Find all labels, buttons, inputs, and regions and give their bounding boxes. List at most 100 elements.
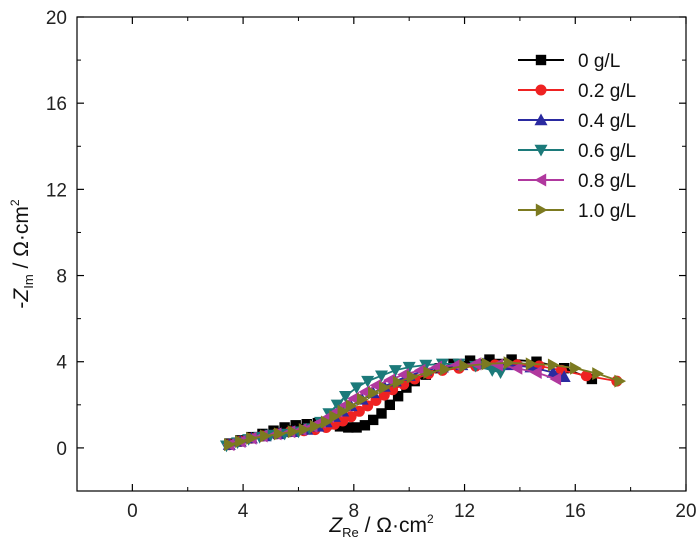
data-point	[343, 422, 354, 433]
data-point	[406, 370, 419, 384]
data-point	[375, 370, 388, 383]
data-point	[419, 359, 433, 372]
legend-marker	[535, 203, 548, 217]
data-point	[329, 410, 341, 424]
plot-frame	[76, 16, 687, 492]
data-point	[353, 405, 365, 417]
x-axis-title-var: Z	[328, 514, 343, 537]
x-tick-label: 4	[238, 501, 249, 522]
data-point	[246, 431, 258, 445]
data-point	[530, 366, 542, 379]
data-point	[614, 374, 627, 388]
y-axis-title: -ZIm / Ω·cm2	[8, 199, 36, 308]
data-point	[356, 392, 369, 406]
data-point	[287, 425, 300, 439]
legend-marker	[534, 173, 547, 187]
data-point	[423, 366, 436, 379]
legend-item: 0 g/L	[518, 51, 620, 72]
data-point	[359, 420, 371, 431]
data-point	[260, 429, 272, 443]
legend-marker	[534, 113, 548, 126]
y-tick-label: 16	[46, 94, 67, 115]
data-point	[358, 385, 371, 399]
data-point	[235, 434, 247, 448]
data-point	[449, 358, 462, 372]
data-point	[384, 399, 396, 411]
data-point	[469, 357, 481, 371]
x-axis-title: ZRe / Ω·cm2	[328, 512, 434, 540]
data-point	[345, 399, 358, 413]
y-tick-label: 8	[56, 267, 67, 288]
data-point	[376, 408, 387, 419]
plot-area-border	[76, 16, 687, 492]
data-point	[345, 411, 357, 423]
data-point	[481, 357, 494, 371]
data-point	[547, 358, 560, 372]
data-point	[339, 391, 353, 403]
x-tick-label: 16	[565, 501, 586, 522]
legend-label: 0.4 g/L	[578, 111, 636, 132]
data-point	[334, 421, 346, 432]
data-point	[491, 358, 503, 372]
series-5	[224, 356, 627, 452]
data-point	[506, 354, 517, 365]
data-point	[351, 422, 362, 433]
legend-label: 0.6 g/L	[578, 141, 636, 162]
data-point	[367, 414, 379, 426]
data-point	[510, 361, 523, 375]
data-point	[298, 423, 311, 437]
legend-marker	[534, 144, 548, 157]
data-point	[347, 391, 360, 405]
legend-item: 0.4 g/L	[518, 111, 636, 132]
data-point	[224, 438, 236, 452]
data-point	[369, 378, 382, 392]
data-point	[592, 367, 604, 381]
data-point	[392, 391, 404, 402]
data-point	[392, 375, 405, 389]
legend-item: 0.6 g/L	[518, 141, 636, 162]
data-point	[309, 419, 322, 433]
data-point	[570, 361, 582, 375]
ticks-layer: 0 4 8 12 16 20 0 4 8 12 16 20	[46, 8, 697, 522]
data-point	[494, 367, 508, 379]
x-tick-label: 20	[675, 501, 696, 522]
data-point	[337, 404, 350, 418]
legend-label: 1.0 g/L	[578, 201, 636, 222]
y-tick-label: 0	[56, 439, 67, 460]
y-tick-label: 12	[46, 180, 67, 201]
y-tick-label: 20	[46, 8, 67, 29]
legend-marker	[535, 54, 547, 66]
data-point	[586, 373, 598, 385]
data-point	[464, 355, 476, 366]
data-point	[367, 386, 380, 400]
legend-item: 0.2 g/L	[518, 81, 636, 102]
x-tick-label: 0	[127, 501, 138, 522]
data-point	[388, 365, 402, 377]
legend-marker	[535, 84, 547, 96]
data-point	[379, 381, 391, 395]
data-point	[439, 362, 452, 376]
data-point	[273, 427, 286, 441]
x-axis-title-sub: Re	[342, 525, 359, 540]
y-tick-label: 4	[56, 353, 67, 374]
data-point	[484, 354, 495, 365]
data-point	[279, 422, 290, 433]
data-point	[525, 357, 538, 371]
y-axis-title-sub: Im	[21, 274, 36, 288]
legend-label: 0.2 g/L	[578, 81, 636, 102]
y-axis-title-var: Z	[10, 288, 33, 303]
data-point	[337, 415, 349, 427]
series-layer	[219, 354, 627, 453]
data-point	[383, 373, 396, 387]
data-point	[546, 366, 560, 378]
legend-label: 0 g/L	[578, 51, 620, 72]
data-point	[330, 399, 344, 412]
data-point	[397, 368, 409, 382]
x-tick-label: 8	[349, 501, 360, 522]
legend-label: 0.8 g/L	[578, 171, 636, 192]
legend: 0 g/L 0.2 g/L 0.4 g/L 0.6 g/L 0.8 g/L 1.0 g/L	[518, 51, 636, 222]
data-point	[361, 375, 375, 388]
y-axis-title-unit: / Ω·cm	[10, 206, 33, 274]
